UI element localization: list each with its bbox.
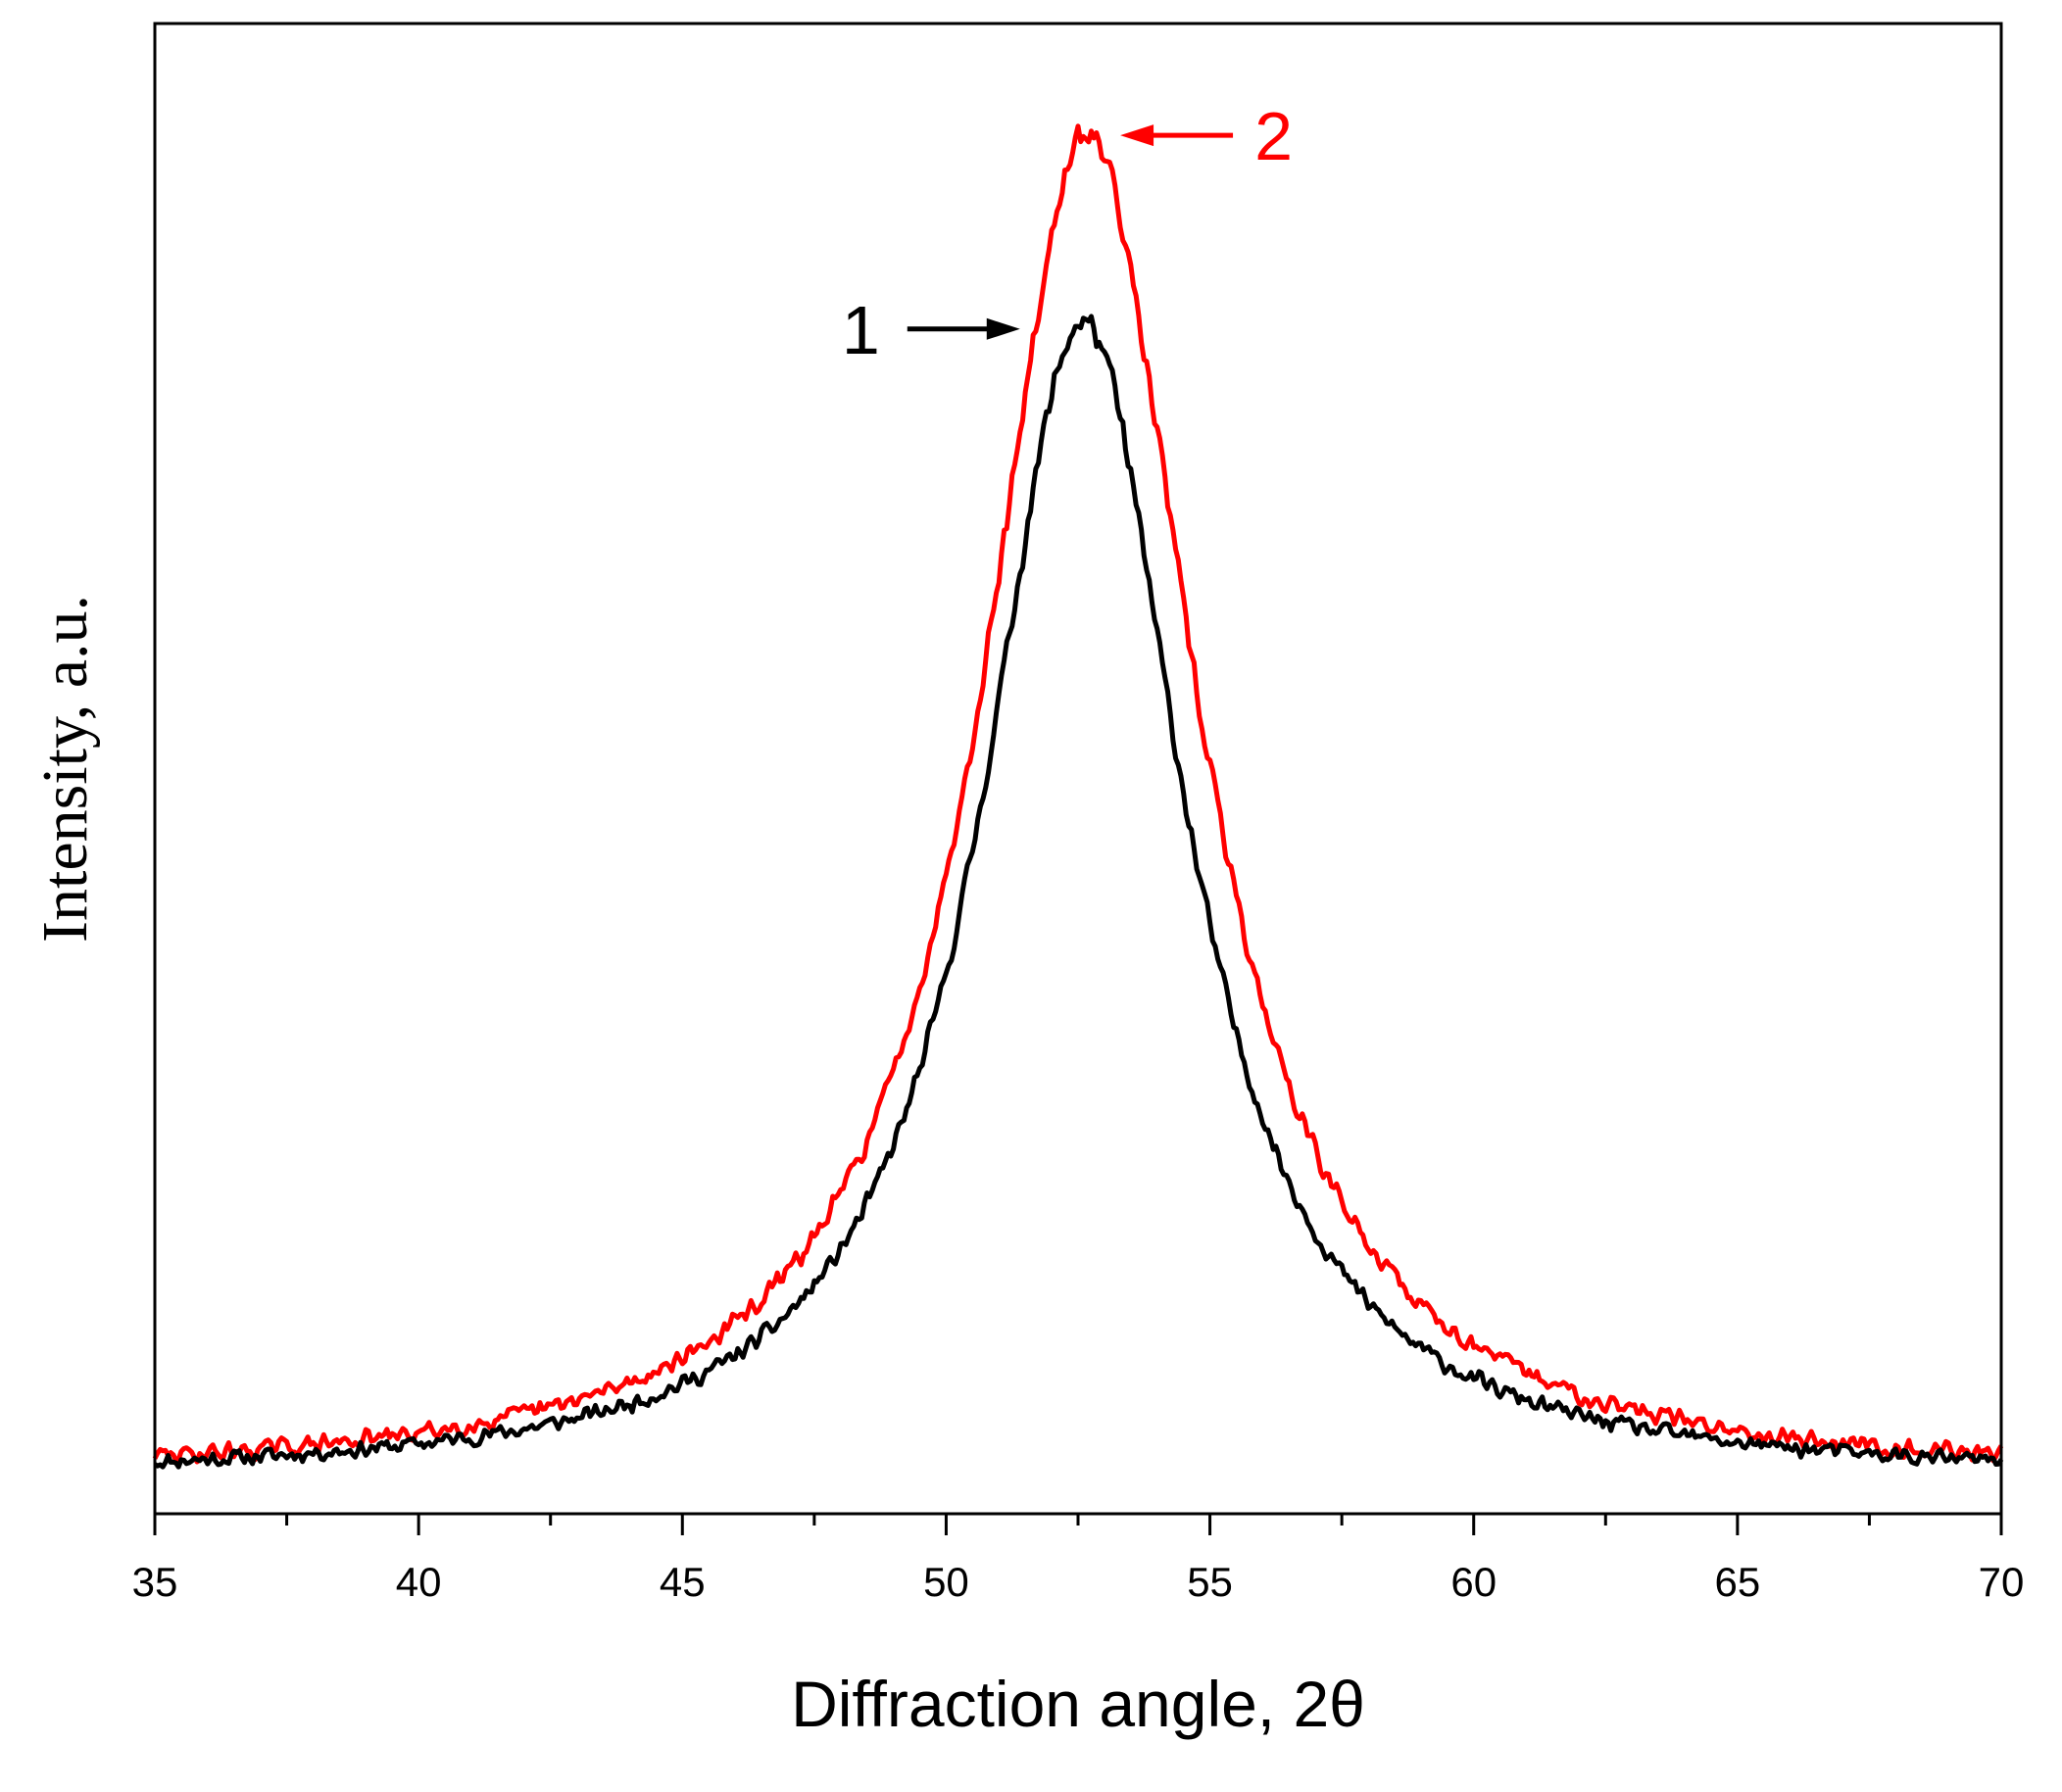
x-tick-label: 35 (132, 1559, 178, 1605)
annotation-label: 2 (1254, 98, 1293, 174)
x-axis: 35 40 45 50 55 60 65 70 (132, 1514, 2025, 1605)
annotation-1: 1 (842, 292, 1020, 368)
x-tick-label: 55 (1187, 1559, 1233, 1605)
x-tick-label: 50 (923, 1559, 969, 1605)
annotation-2: 2 (1120, 98, 1293, 174)
annotations: 12 (842, 98, 1293, 368)
x-tick-label: 40 (396, 1559, 442, 1605)
x-tick-label: 70 (1979, 1559, 2025, 1605)
x-axis-title: Diffraction angle, 2θ (791, 1668, 1365, 1740)
series-layer (152, 123, 2004, 1470)
series-line-1 (153, 314, 2004, 1470)
annotation-arrow-head (1120, 124, 1154, 147)
x-tick-label: 45 (660, 1559, 706, 1605)
x-tick-label: 60 (1450, 1559, 1497, 1605)
x-tick-label: 65 (1714, 1559, 1760, 1605)
annotation-label: 1 (842, 292, 880, 368)
annotation-arrow-head (986, 317, 1020, 340)
y-axis-title: Intensity, a.u. (29, 595, 101, 943)
